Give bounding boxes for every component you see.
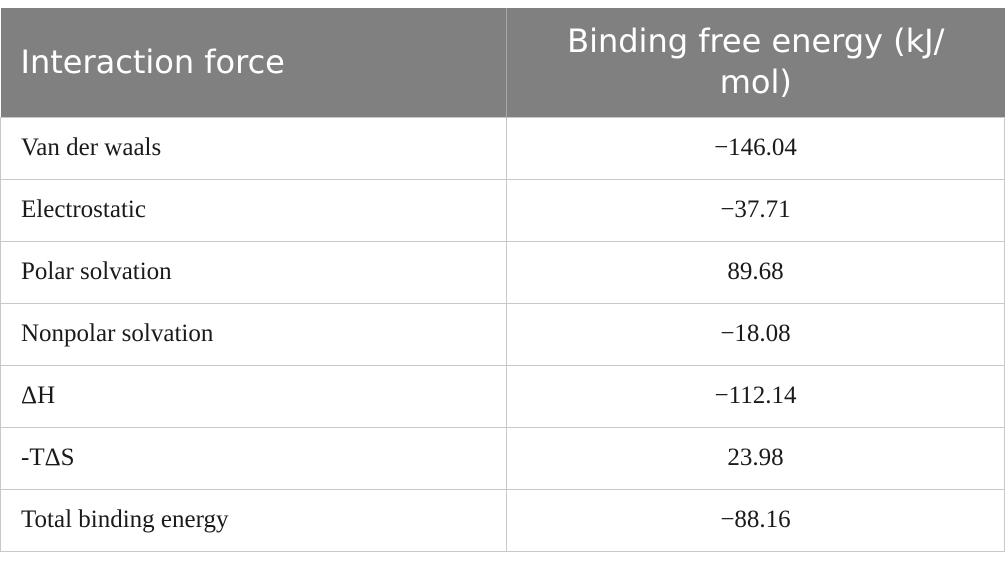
header-binding-free-energy-line2: mol) bbox=[719, 63, 792, 102]
table-row: Nonpolar solvation −18.08 bbox=[0, 302, 1005, 366]
row-label: Van der waals bbox=[0, 116, 507, 180]
table-header: Interaction force Binding free energy (k… bbox=[0, 8, 1005, 117]
table-row: Polar solvation 89.68 bbox=[0, 240, 1005, 304]
header-row: Interaction force Binding free energy (k… bbox=[0, 8, 1005, 117]
table-row: Electrostatic −37.71 bbox=[0, 178, 1005, 242]
header-interaction-force: Interaction force bbox=[0, 8, 507, 117]
table-row: Van der waals −146.04 bbox=[0, 116, 1005, 180]
row-value: −146.04 bbox=[506, 116, 1005, 180]
row-value: −88.16 bbox=[506, 488, 1005, 552]
row-label: -TΔS bbox=[0, 426, 507, 490]
binding-energy-table: Interaction force Binding free energy (k… bbox=[0, 8, 1005, 552]
row-value: −37.71 bbox=[506, 178, 1005, 242]
table-row: Total binding energy −88.16 bbox=[0, 488, 1005, 552]
row-value: 23.98 bbox=[506, 426, 1005, 490]
header-binding-free-energy: Binding free energy (kJ/mol) bbox=[506, 8, 1005, 117]
row-value: −112.14 bbox=[506, 364, 1005, 428]
row-label: Electrostatic bbox=[0, 178, 507, 242]
table-body: Van der waals −146.04 Electrostatic −37.… bbox=[0, 116, 1005, 552]
table-row: -TΔS 23.98 bbox=[0, 426, 1005, 490]
row-value: 89.68 bbox=[506, 240, 1005, 304]
binding-energy-table-container: Interaction force Binding free energy (k… bbox=[0, 8, 1005, 552]
table-row: ΔH −112.14 bbox=[0, 364, 1005, 428]
row-value: −18.08 bbox=[506, 302, 1005, 366]
row-label: Polar solvation bbox=[0, 240, 507, 304]
row-label: Nonpolar solvation bbox=[0, 302, 507, 366]
row-label: ΔH bbox=[0, 364, 507, 428]
row-label: Total binding energy bbox=[0, 488, 507, 552]
header-binding-free-energy-line1: Binding free energy (kJ/ bbox=[567, 22, 945, 61]
